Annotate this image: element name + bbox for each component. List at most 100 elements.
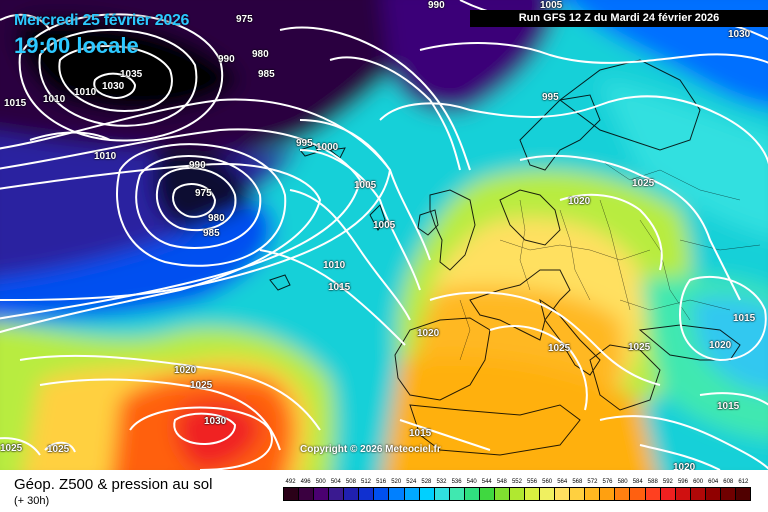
isobar-label: 1000 [316, 142, 339, 153]
legend-value: 604 [708, 479, 719, 485]
isobar-label: 975 [236, 14, 253, 25]
legend-swatch [479, 488, 495, 500]
legend-swatch [660, 488, 676, 500]
legend-value: 512 [361, 479, 372, 485]
run-info: Run GFS 12 Z du Mardi 24 février 2026 [470, 10, 768, 27]
isobar-label: 1020 [709, 340, 732, 351]
isobar-label: 1025 [548, 343, 571, 354]
legend-value: 504 [330, 479, 341, 485]
isobar-label: 1035 [120, 69, 143, 80]
isobar-label: 1005 [354, 180, 377, 191]
legend-value: 564 [557, 479, 568, 485]
legend-swatch [434, 488, 450, 500]
isobar-label: 1015 [717, 401, 740, 412]
footer-bar: Géop. Z500 & pression au sol (+ 30h) 492… [0, 470, 768, 512]
isobar-label: 985 [203, 228, 220, 239]
legend-swatch [329, 488, 345, 500]
isobar-label: 1010 [94, 151, 117, 162]
legend-value: 568 [572, 479, 583, 485]
legend-swatch [540, 488, 556, 500]
legend-value: 584 [632, 479, 643, 485]
legend-swatch [299, 488, 315, 500]
isobar-label: 990 [218, 54, 235, 65]
legend-swatch [735, 488, 750, 500]
legend-value: 520 [391, 479, 402, 485]
legend-swatch [344, 488, 360, 500]
forecast-map: 990 1005 1030 975 980 990 985 1035 1030 … [0, 0, 768, 470]
legend-value: 524 [406, 479, 417, 485]
legend-swatch [720, 488, 736, 500]
legend-value: 540 [466, 479, 477, 485]
legend-labels: 492 496 500 504 508 512 516 520 524 528 532 536 540 5… [283, 478, 751, 487]
isobar-label: 1025 [0, 443, 23, 454]
legend-value: 588 [647, 479, 658, 485]
isobar-label: 1025 [628, 342, 651, 353]
isobar-label: 1020 [568, 196, 591, 207]
isobar-label: 1015 [409, 428, 432, 439]
forecast-range: (+ 30h) [14, 495, 50, 507]
legend-swatch [509, 488, 525, 500]
legend-value: 608 [723, 479, 734, 485]
geopotential-field [0, 0, 768, 470]
isobar-label: 990 [189, 160, 206, 171]
legend-value: 544 [481, 479, 492, 485]
isobars [0, 0, 768, 470]
legend-swatch [555, 488, 571, 500]
color-legend: 492 496 500 504 508 512 516 520 524 528 532 536 540 5… [283, 478, 751, 501]
legend-swatch [525, 488, 541, 500]
legend-swatch [284, 488, 300, 500]
legend-swatch [690, 488, 706, 500]
isobar-label: 1025 [47, 444, 70, 455]
legend-value: 500 [315, 479, 326, 485]
isobar-label: 1015 [328, 282, 351, 293]
legend-swatch [389, 488, 405, 500]
legend-swatch [449, 488, 465, 500]
isobar-label: 1025 [632, 178, 655, 189]
isobar-label: 1015 [733, 313, 756, 324]
isobar-label: 990 [428, 0, 445, 11]
isobar-label: 975 [195, 188, 212, 199]
isobar-label: 985 [258, 69, 275, 80]
isobar-label: 980 [252, 49, 269, 60]
legend-value: 592 [662, 479, 673, 485]
map-canvas [0, 0, 768, 470]
legend-value: 528 [421, 479, 432, 485]
legend-value: 560 [542, 479, 553, 485]
legend-value: 576 [602, 479, 613, 485]
legend-value: 532 [436, 479, 447, 485]
isobar-label: 1015 [4, 98, 27, 109]
legend-value: 572 [587, 479, 598, 485]
legend-swatch [314, 488, 330, 500]
legend-value: 556 [527, 479, 538, 485]
legend-swatches [283, 487, 751, 501]
isobar-label: 1030 [204, 416, 227, 427]
legend-swatch [494, 488, 510, 500]
isobar-label: 980 [208, 213, 225, 224]
legend-value: 612 [738, 479, 749, 485]
legend-swatch [464, 488, 480, 500]
legend-swatch [374, 488, 390, 500]
isobar-label: 1010 [74, 87, 97, 98]
isobar-label: 1010 [323, 260, 346, 271]
legend-value: 552 [511, 479, 522, 485]
legend-value: 596 [677, 479, 688, 485]
legend-value: 536 [451, 479, 462, 485]
isobar-label: 1025 [190, 380, 213, 391]
isobar-label: 995 [542, 92, 559, 103]
legend-swatch [359, 488, 375, 500]
isobar-label: 1020 [174, 365, 197, 376]
legend-swatch [585, 488, 601, 500]
isobar-label: 1020 [673, 462, 696, 470]
legend-value: 580 [617, 479, 628, 485]
legend-swatch [404, 488, 420, 500]
legend-swatch [615, 488, 631, 500]
isobar-label: 1005 [540, 0, 563, 11]
legend-swatch [600, 488, 616, 500]
legend-swatch [630, 488, 646, 500]
isobar-label: 995 [296, 138, 313, 149]
isobar-label: 1030 [728, 29, 751, 40]
forecast-time: 19:00 locale [14, 33, 139, 58]
legend-swatch [705, 488, 721, 500]
legend-swatch [570, 488, 586, 500]
legend-value: 600 [693, 479, 704, 485]
